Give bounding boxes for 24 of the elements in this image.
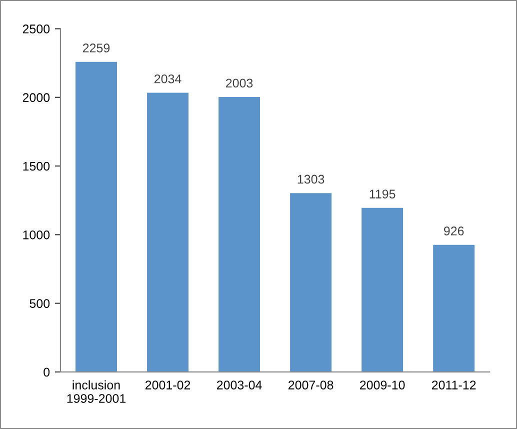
- x-tick-label: 2001-02: [145, 380, 190, 390]
- data-label: 1195: [370, 190, 396, 198]
- x-tick-label: 2007-08: [288, 380, 334, 390]
- y-tick-label: 1500: [23, 162, 50, 171]
- data-label: 2259: [82, 44, 110, 52]
- bar: [433, 244, 475, 372]
- bar: [362, 208, 404, 372]
- bar: [290, 193, 332, 372]
- data-label: 926: [444, 226, 464, 236]
- x-tick-label: inclusion 1999-2001: [67, 380, 126, 403]
- y-tick-label: 1000: [23, 230, 50, 240]
- x-tick-label: 2009-10: [360, 380, 405, 390]
- y-tick-label: 2500: [22, 24, 50, 34]
- x-tick-label: 2003-04: [216, 380, 262, 390]
- data-label: 1303: [298, 174, 324, 184]
- data-label: 2034: [154, 74, 182, 84]
- x-tick-label: 2011-12: [432, 380, 476, 390]
- bar: [147, 92, 189, 372]
- data-label: 2003: [226, 78, 253, 88]
- bar: [218, 96, 260, 372]
- y-tick-label: 0: [44, 368, 50, 377]
- y-tick-label: 500: [30, 299, 50, 308]
- bar: [76, 62, 117, 372]
- y-tick-label: 2000: [22, 93, 50, 102]
